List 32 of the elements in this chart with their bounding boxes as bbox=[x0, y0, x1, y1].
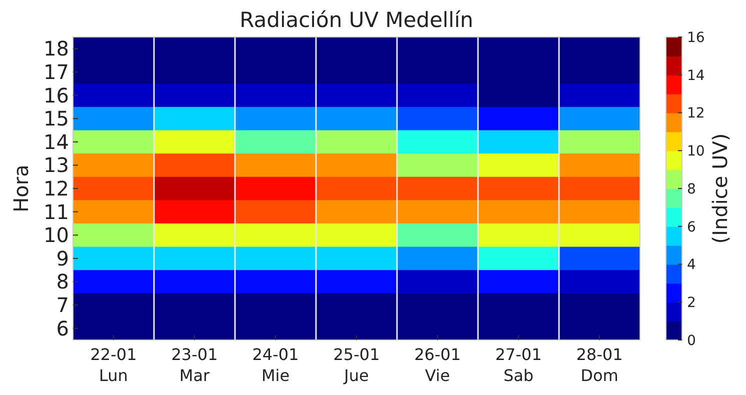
color-bar-title: (Indice UV) bbox=[708, 133, 732, 244]
color-bar-label: 10 bbox=[687, 144, 705, 160]
color-bar-label: 4 bbox=[687, 257, 696, 274]
x-tick-label: 25-01 Jue bbox=[333, 345, 380, 385]
y-tick-label: 8 bbox=[56, 270, 69, 294]
color-bar-label: 12 bbox=[687, 106, 705, 122]
y-tick-label: 14 bbox=[44, 130, 69, 154]
y-tick-label: 13 bbox=[44, 153, 69, 178]
y-tick-label: 17 bbox=[44, 60, 69, 84]
color-bar-label: 8 bbox=[687, 181, 696, 198]
y-tick-label: 12 bbox=[44, 176, 69, 200]
y-tick-label: 7 bbox=[56, 293, 69, 318]
x-tick-label: 23-01 Mar bbox=[171, 345, 218, 385]
color-bar-label: 6 bbox=[687, 219, 696, 236]
x-tick-label: 27-01 Sab bbox=[495, 345, 542, 385]
color-bar-label: 2 bbox=[687, 295, 696, 312]
y-tick-label: 16 bbox=[44, 83, 69, 108]
x-tick-label: 28-01 Dom bbox=[576, 345, 623, 385]
chart-title: Radiación UV Medellín bbox=[240, 8, 474, 32]
x-tick-label: 22-01 Lun bbox=[90, 345, 137, 385]
y-axis-title: Hora bbox=[9, 164, 33, 212]
y-tick-label: 11 bbox=[44, 200, 69, 224]
y-tick-label: 9 bbox=[56, 246, 69, 270]
y-tick-label: 15 bbox=[44, 106, 69, 131]
x-tick-label: 24-01 Mie bbox=[252, 345, 299, 385]
color-bar-label: 14 bbox=[687, 68, 705, 84]
color-bar-label: 16 bbox=[687, 30, 705, 46]
y-tick-label: 6 bbox=[56, 316, 69, 340]
y-tick-label: 10 bbox=[44, 223, 69, 248]
color-bar-label: 0 bbox=[687, 332, 696, 349]
y-tick-label: 18 bbox=[44, 36, 69, 61]
x-tick-label: 26-01 Vie bbox=[414, 345, 461, 385]
